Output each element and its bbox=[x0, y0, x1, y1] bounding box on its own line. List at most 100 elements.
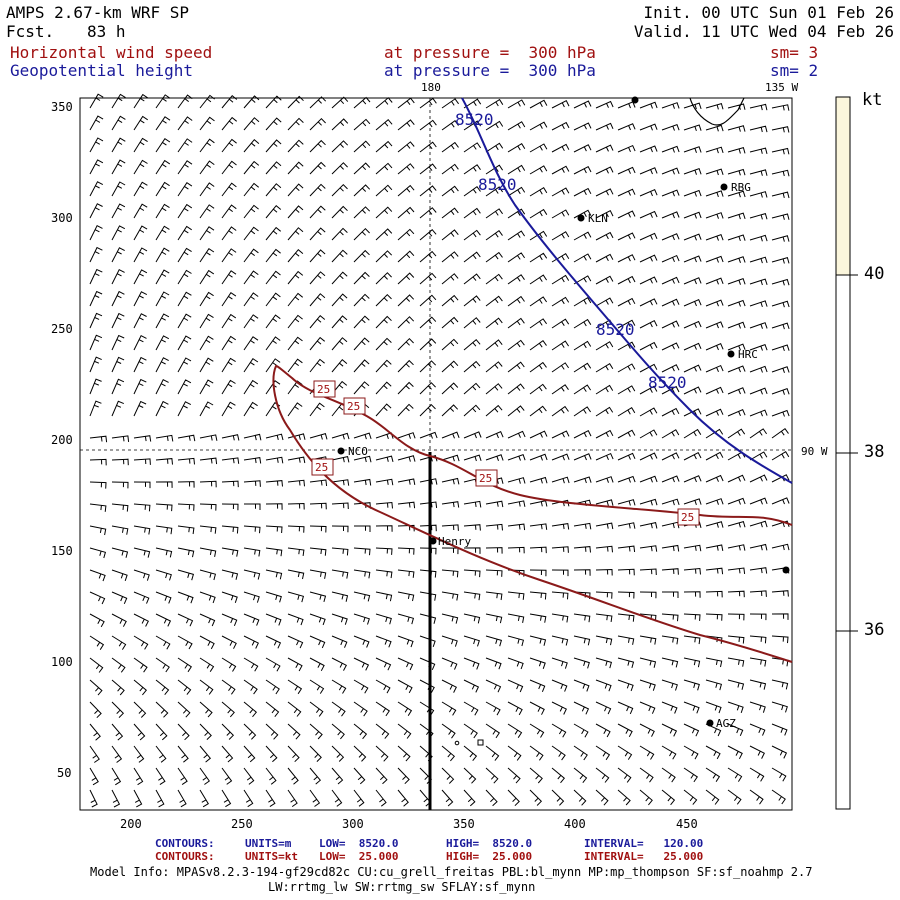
wind-barb bbox=[111, 247, 125, 263]
wind-barb bbox=[485, 361, 503, 373]
wind-barb bbox=[221, 525, 239, 534]
wind-barb bbox=[89, 93, 104, 109]
wind-barb bbox=[353, 613, 370, 625]
wind-barb bbox=[199, 401, 214, 417]
wind-barb bbox=[595, 429, 614, 439]
wind-barb bbox=[551, 274, 570, 285]
wind-barb bbox=[573, 144, 592, 153]
wind-barb bbox=[177, 160, 193, 175]
wind-barb bbox=[595, 166, 614, 175]
wind-barb bbox=[595, 253, 614, 263]
station-dots bbox=[337, 96, 790, 746]
wind-barb bbox=[705, 789, 720, 805]
wind-barb bbox=[441, 185, 459, 197]
wind-barb bbox=[375, 723, 390, 739]
wind-barb bbox=[617, 591, 635, 599]
wind-barb bbox=[705, 408, 724, 417]
wind-barb bbox=[749, 343, 768, 351]
wind-barb bbox=[507, 143, 526, 153]
wind-barb bbox=[771, 191, 790, 199]
wind-barb bbox=[683, 189, 702, 197]
wind-barb bbox=[771, 126, 790, 133]
wind-barb bbox=[617, 475, 636, 483]
wind-barb bbox=[507, 546, 525, 554]
wind-barb bbox=[353, 767, 366, 785]
wind-barb bbox=[573, 340, 592, 351]
wind-barb bbox=[221, 547, 239, 557]
wind-barb bbox=[463, 613, 481, 624]
wind-barb bbox=[551, 362, 570, 373]
wind-barb bbox=[507, 230, 526, 241]
wind-contour bbox=[272, 364, 793, 663]
wind-barb bbox=[397, 701, 413, 716]
wind-barb bbox=[639, 341, 658, 351]
wind-barb bbox=[353, 271, 370, 285]
wind-barb bbox=[353, 657, 370, 671]
wind-barb bbox=[375, 184, 393, 197]
x-tick: 250 bbox=[231, 817, 253, 831]
wind-barb bbox=[749, 147, 768, 155]
wind-barb bbox=[287, 183, 304, 197]
wind-barb bbox=[573, 522, 592, 530]
wind-barb bbox=[265, 701, 280, 718]
wind-barb bbox=[155, 159, 171, 175]
wind-barb bbox=[463, 431, 482, 439]
wind-barb bbox=[177, 569, 195, 581]
wind-barb bbox=[111, 334, 125, 351]
wind-barb bbox=[375, 701, 390, 717]
wind-barb bbox=[771, 679, 789, 690]
wind-barb bbox=[705, 679, 723, 691]
wind-barb bbox=[397, 723, 412, 739]
wind-barb bbox=[265, 270, 281, 285]
wind-barb bbox=[177, 745, 189, 763]
wind-barb bbox=[243, 745, 256, 763]
wind-barb bbox=[441, 569, 459, 578]
wind-barb bbox=[551, 143, 570, 153]
wind-barb bbox=[573, 406, 592, 417]
wind-barb bbox=[661, 407, 680, 417]
wind-barb bbox=[705, 767, 721, 782]
wind-barb bbox=[177, 434, 196, 442]
wind-barb bbox=[155, 116, 171, 131]
wind-barb bbox=[265, 723, 279, 740]
wind-barb bbox=[507, 523, 526, 531]
wind-barb bbox=[111, 635, 127, 650]
wind-barb bbox=[419, 360, 437, 373]
wind-barb bbox=[155, 745, 167, 763]
wind-barb bbox=[617, 679, 634, 692]
wind-barb bbox=[353, 591, 371, 602]
wind-barb bbox=[353, 569, 371, 579]
wind-barb bbox=[353, 315, 370, 329]
wind-barb bbox=[573, 122, 592, 131]
wind-barb bbox=[463, 164, 481, 175]
wind-barb bbox=[287, 701, 302, 717]
wind-barb bbox=[287, 525, 305, 533]
wind-barb bbox=[375, 613, 392, 625]
wind-barb bbox=[507, 121, 526, 131]
wind-barb bbox=[89, 334, 103, 351]
wind-barb bbox=[287, 569, 305, 580]
wind-barb bbox=[243, 723, 257, 740]
wind-barb bbox=[221, 204, 237, 219]
wind-barb bbox=[507, 679, 524, 693]
station-label-nco: NCO bbox=[348, 445, 368, 458]
wind-barb bbox=[595, 499, 614, 506]
wind-barb bbox=[639, 123, 658, 131]
wind-barb bbox=[705, 277, 724, 285]
wind-barb bbox=[771, 543, 790, 551]
wind-barb bbox=[155, 767, 166, 786]
wind-barb bbox=[243, 480, 261, 487]
wind-barb bbox=[89, 591, 106, 605]
wind-barb bbox=[375, 206, 393, 219]
wind-barb bbox=[397, 403, 414, 417]
wind-barb bbox=[441, 501, 460, 508]
wind-barb bbox=[441, 701, 457, 716]
wind-barb bbox=[331, 723, 345, 740]
wind-barb bbox=[661, 498, 680, 506]
wind-barb bbox=[683, 679, 700, 691]
wind-contour-label: 25 bbox=[681, 511, 695, 524]
wind-barb bbox=[243, 789, 254, 808]
wind-barb bbox=[595, 789, 609, 806]
wind-barb bbox=[485, 613, 503, 624]
y-tick: 100 bbox=[51, 655, 73, 669]
